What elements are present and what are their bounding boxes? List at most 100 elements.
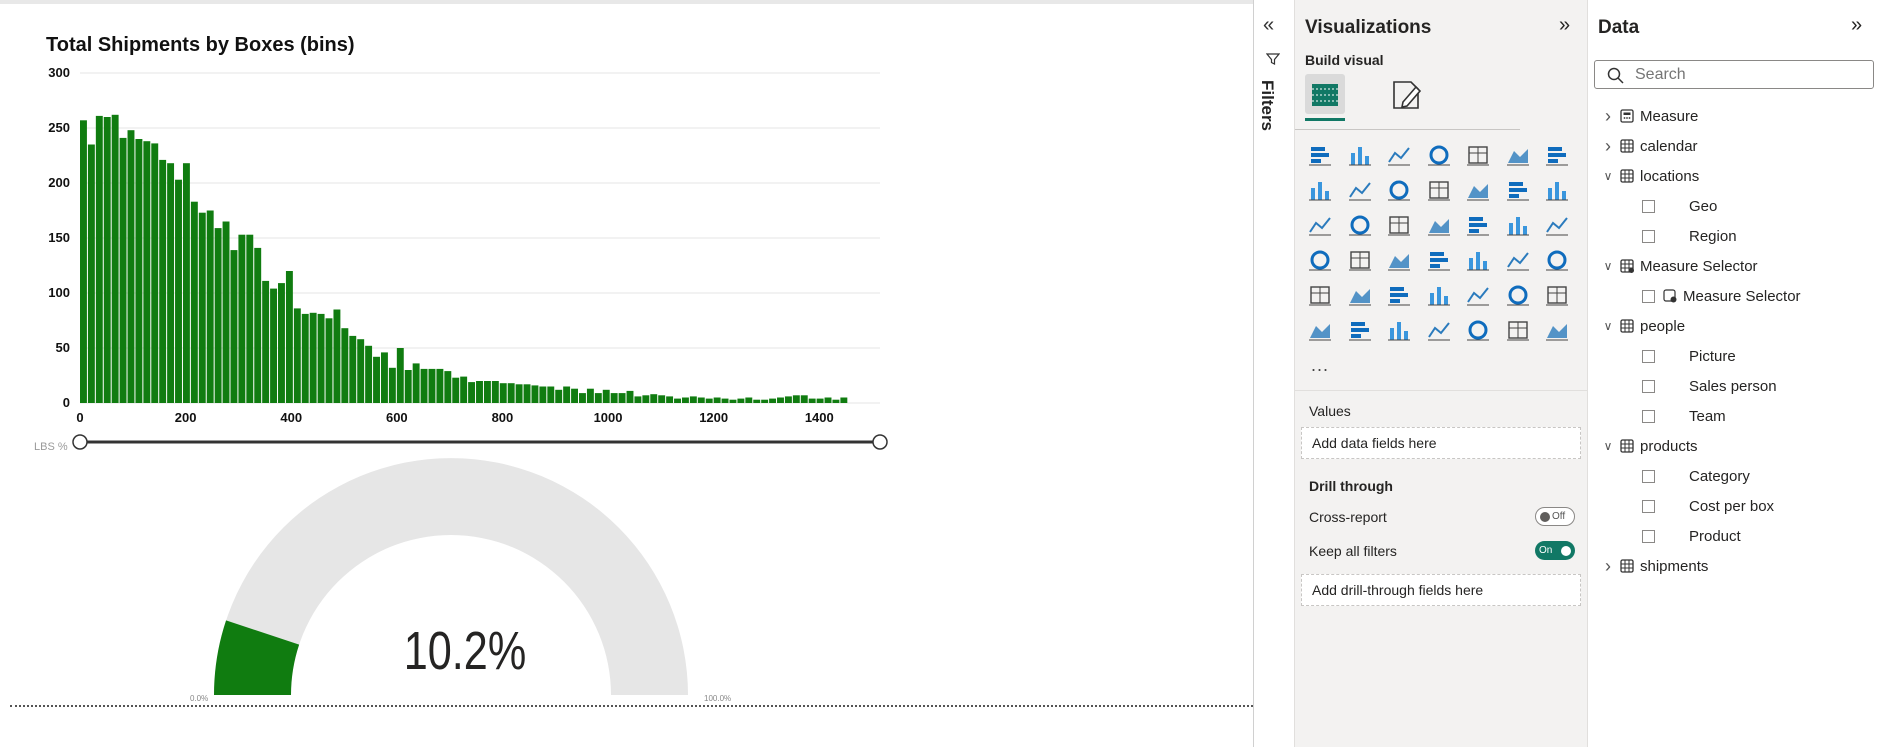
- histogram-bar[interactable]: [658, 395, 666, 403]
- histogram-bar[interactable]: [349, 335, 357, 403]
- waterfall-chart-icon[interactable]: [1542, 176, 1572, 204]
- histogram-bar[interactable]: [87, 144, 95, 404]
- treemap-icon[interactable]: [1463, 211, 1493, 239]
- chevron-right-icon[interactable]: ›: [1605, 105, 1611, 126]
- histogram-bar[interactable]: [745, 397, 753, 404]
- histogram-bar[interactable]: [278, 283, 285, 403]
- pie-chart-icon[interactable]: [1384, 211, 1414, 239]
- histogram-bar[interactable]: [396, 348, 404, 403]
- histogram-bar[interactable]: [246, 234, 254, 403]
- histogram-bar[interactable]: [357, 339, 365, 403]
- field-checkbox[interactable]: [1642, 289, 1655, 303]
- filters-pane[interactable]: « Filters: [1254, 0, 1294, 747]
- histogram-bar[interactable]: [674, 398, 681, 403]
- chevron-right-icon[interactable]: ›: [1605, 135, 1611, 156]
- keep-all-filters-toggle[interactable]: On: [1535, 541, 1575, 560]
- histogram-bar[interactable]: [95, 115, 103, 404]
- expand-data-icon[interactable]: »: [1851, 14, 1863, 36]
- scatter-chart-icon[interactable]: [1345, 211, 1375, 239]
- map-icon[interactable]: [1503, 211, 1533, 239]
- area-chart-icon[interactable]: [1305, 176, 1335, 204]
- r-script-visual-icon[interactable]: [1345, 281, 1375, 309]
- histogram-bar[interactable]: [309, 312, 317, 403]
- chevron-down-icon[interactable]: ∨: [1603, 439, 1613, 453]
- histogram-bar[interactable]: [127, 130, 135, 403]
- histogram-bar[interactable]: [539, 386, 547, 404]
- data-table-calendar[interactable]: › calendar: [1600, 135, 1698, 157]
- data-field-picture[interactable]: Picture: [1642, 345, 1736, 367]
- chevron-down-icon[interactable]: ∨: [1603, 169, 1613, 183]
- line-and-clustered-column-chart-icon[interactable]: [1463, 176, 1493, 204]
- field-checkbox[interactable]: [1642, 379, 1655, 393]
- arcgis-map-icon[interactable]: [1463, 316, 1493, 344]
- histogram-bar[interactable]: [254, 247, 262, 403]
- histogram-bar[interactable]: [452, 377, 460, 403]
- histogram-bar[interactable]: [547, 386, 555, 404]
- histogram-bar[interactable]: [784, 396, 792, 403]
- histogram-bar[interactable]: [468, 382, 476, 403]
- histogram-bar[interactable]: [531, 385, 539, 403]
- histogram-chart[interactable]: 300 250 200 150 100 50 00 200 400 600 800 1000 1200 1…: [10, 10, 1253, 480]
- histogram-bar[interactable]: [840, 397, 848, 404]
- drill-through-field-well[interactable]: Add drill-through fields here: [1301, 574, 1581, 606]
- data-table-products[interactable]: ∨ products: [1600, 435, 1698, 457]
- multi-row-card-icon[interactable]: [1424, 246, 1454, 274]
- histogram-bar[interactable]: [428, 368, 436, 403]
- histogram-bar[interactable]: [602, 389, 610, 403]
- data-table-shipments[interactable]: › shipments: [1600, 555, 1708, 577]
- funnel-chart-icon[interactable]: [1305, 211, 1335, 239]
- histogram-bar[interactable]: [729, 399, 737, 403]
- histogram-bar[interactable]: [333, 309, 341, 404]
- field-checkbox[interactable]: [1642, 499, 1655, 513]
- histogram-bar[interactable]: [721, 398, 729, 403]
- range-slider-start-handle[interactable]: [72, 434, 88, 450]
- field-checkbox[interactable]: [1642, 469, 1655, 483]
- field-checkbox[interactable]: [1642, 409, 1655, 423]
- histogram-bar[interactable]: [206, 210, 214, 404]
- histogram-bar[interactable]: [737, 398, 745, 403]
- histogram-bar[interactable]: [317, 313, 325, 403]
- histogram-bar[interactable]: [151, 143, 159, 403]
- field-checkbox[interactable]: [1642, 349, 1655, 363]
- histogram-bar[interactable]: [571, 388, 579, 403]
- ribbon-chart-icon[interactable]: [1503, 176, 1533, 204]
- power-apps-diamond-icon[interactable]: [1503, 316, 1533, 344]
- histogram-bar[interactable]: [182, 163, 190, 403]
- histogram-bar[interactable]: [444, 371, 452, 403]
- stacked-column-chart-icon[interactable]: [1345, 141, 1375, 169]
- histogram-bar[interactable]: [800, 395, 808, 403]
- histogram-bar[interactable]: [563, 386, 571, 404]
- histogram-bar[interactable]: [262, 280, 270, 403]
- narrative-icon[interactable]: [1542, 281, 1572, 309]
- histogram-bar[interactable]: [650, 394, 658, 403]
- values-field-well[interactable]: Add data fields here: [1301, 427, 1581, 459]
- matrix-icon[interactable]: [1305, 281, 1335, 309]
- build-visual-tab[interactable]: [1305, 74, 1345, 114]
- filters-label[interactable]: Filters: [1258, 80, 1277, 132]
- gauge-icon[interactable]: [1345, 246, 1375, 274]
- histogram-bar[interactable]: [119, 137, 127, 403]
- histogram-bar[interactable]: [769, 398, 777, 403]
- power-automate-icon[interactable]: [1424, 316, 1454, 344]
- histogram-bar[interactable]: [420, 368, 428, 403]
- field-checkbox[interactable]: [1642, 199, 1655, 213]
- data-table-people[interactable]: ∨ people: [1600, 315, 1685, 337]
- histogram-bar[interactable]: [80, 120, 87, 404]
- decomposition-tree-icon[interactable]: [1463, 281, 1493, 309]
- histogram-bar[interactable]: [523, 384, 531, 403]
- histogram-bar[interactable]: [499, 383, 507, 403]
- 100-stacked-column-chart-icon[interactable]: [1503, 141, 1533, 169]
- data-field-category[interactable]: Category: [1642, 465, 1750, 487]
- donut-chart-icon[interactable]: [1424, 211, 1454, 239]
- goals-icon[interactable]: [1305, 316, 1335, 344]
- histogram-bar[interactable]: [365, 345, 373, 403]
- histogram-bar[interactable]: [491, 381, 499, 403]
- histogram-bar[interactable]: [792, 395, 800, 403]
- histogram-bar[interactable]: [483, 381, 491, 403]
- collapse-filters-icon[interactable]: «: [1263, 14, 1275, 36]
- paginated-report-icon[interactable]: [1345, 316, 1375, 344]
- histogram-bar[interactable]: [753, 399, 761, 403]
- histogram-bar[interactable]: [666, 396, 674, 403]
- histogram-bar[interactable]: [388, 367, 396, 403]
- chevron-down-icon[interactable]: ∨: [1603, 259, 1613, 273]
